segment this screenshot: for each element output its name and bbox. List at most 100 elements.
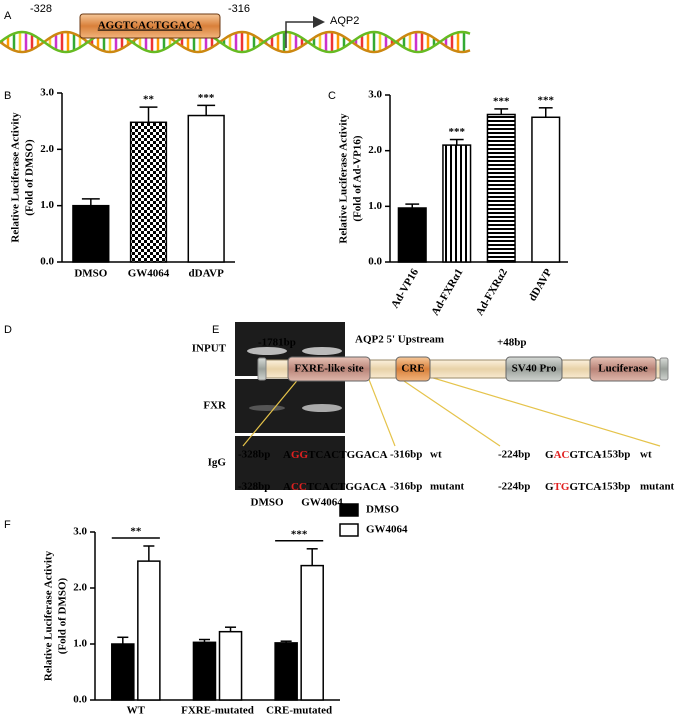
sequence-part: G xyxy=(545,481,554,493)
bar xyxy=(218,630,243,701)
panel-label: B xyxy=(4,90,11,102)
sequence-part: TCACTGGACA xyxy=(307,481,387,493)
y-tick-label: 3.0 xyxy=(40,87,54,99)
construct-cap xyxy=(257,357,267,381)
panel-label: C xyxy=(328,90,336,102)
sequence-start: -224bp xyxy=(498,449,530,461)
y-tick-label: 1.0 xyxy=(40,199,54,211)
y-axis-label: (Fold of Ad-VP16) xyxy=(352,135,364,222)
sequence-part: A xyxy=(283,481,291,493)
construct-element-label: SV40 Pro xyxy=(512,363,557,375)
y-tick-label: 0.0 xyxy=(368,256,382,268)
significance: ** xyxy=(130,526,142,538)
y-tick-label: 3.0 xyxy=(368,89,382,101)
connector xyxy=(429,376,661,447)
construct-element xyxy=(395,356,431,382)
y-tick-label: 2.0 xyxy=(73,582,87,594)
bar xyxy=(442,144,472,263)
panel-label: A xyxy=(4,10,12,22)
y-tick-label: 2.0 xyxy=(368,144,382,156)
y-tick-label: 0.0 xyxy=(40,256,54,268)
sequence-type: wt xyxy=(430,449,442,461)
gel-band xyxy=(247,347,287,355)
sequence-part: CC xyxy=(291,481,307,493)
gel-lane xyxy=(235,436,345,490)
sequence: AGGTCACTGGACA xyxy=(283,449,388,461)
sequence-part: GTCA xyxy=(569,481,601,493)
construct-start: -1781bp xyxy=(258,337,296,349)
sequence-start: -224bp xyxy=(498,481,530,493)
gel-lane-label: DMSO xyxy=(251,497,284,509)
panel-label: F xyxy=(4,519,11,531)
sequence: ACCTCACTGGACA xyxy=(283,481,386,493)
y-axis-label: Relative Luciferase Activity xyxy=(43,550,55,681)
x-tick-label: DMSO xyxy=(74,268,107,280)
bar xyxy=(129,121,168,263)
construct-element xyxy=(287,356,371,382)
significance: ** xyxy=(143,94,155,106)
y-axis-label: (Fold of DMSO) xyxy=(24,139,36,216)
significance: *** xyxy=(538,94,555,106)
sequence-end: -316bp xyxy=(390,481,422,493)
legend-label: DMSO xyxy=(366,504,399,516)
gel-band xyxy=(249,405,285,411)
y-tick-label: 1.0 xyxy=(368,200,382,212)
sequence-part: TG xyxy=(554,481,570,493)
gel-row-label: FXR xyxy=(203,400,227,412)
sequence-type: mutant xyxy=(430,481,465,493)
construct-cap xyxy=(659,357,669,381)
bar xyxy=(111,643,135,701)
legend-swatch xyxy=(339,503,359,517)
position-label: -328 xyxy=(30,3,52,15)
sequence-type: wt xyxy=(640,449,652,461)
bar xyxy=(72,204,110,263)
construct-element-label: CRE xyxy=(401,363,424,375)
connector xyxy=(367,376,396,447)
bar xyxy=(274,642,298,701)
construct-element-label: FXRE-like site xyxy=(294,363,363,375)
significance: *** xyxy=(449,126,466,138)
x-tick-label: Ad-VP16 xyxy=(389,266,421,310)
sequence-end: -153bp xyxy=(598,449,630,461)
bar xyxy=(300,564,324,701)
sequence: GACGTCA xyxy=(545,449,601,461)
y-tick-label: 2.0 xyxy=(40,143,54,155)
x-tick-label: WT xyxy=(127,705,146,717)
gel-band xyxy=(302,404,342,412)
sequence-end: -316bp xyxy=(390,449,422,461)
bar xyxy=(486,113,516,263)
x-tick-label: dDAVP xyxy=(527,267,555,304)
x-tick-label: CRE-mutated xyxy=(266,705,332,717)
sequence-part: G xyxy=(545,449,554,461)
x-tick-label: Ad-FXRα1 xyxy=(429,267,465,318)
bar xyxy=(397,207,427,263)
bar xyxy=(531,116,561,263)
y-tick-label: 0.0 xyxy=(73,694,87,706)
construct-element xyxy=(505,356,563,382)
construct-title: AQP2 5' Upstream xyxy=(355,334,444,346)
sequence-end: -153bp xyxy=(598,481,630,493)
x-tick-label: Ad-FXRα2 xyxy=(474,266,511,317)
x-tick-label: GW4064 xyxy=(128,268,170,280)
construct-element-label: Luciferase xyxy=(598,363,648,375)
sequence-box xyxy=(79,13,221,39)
bar xyxy=(187,114,225,263)
sequence-part: GTCA xyxy=(569,449,601,461)
helix-strand xyxy=(0,30,471,54)
y-tick-label: 3.0 xyxy=(73,526,87,538)
sequence: GTGGTCA xyxy=(545,481,601,493)
sequence-start: -328bp xyxy=(238,449,270,461)
significance: *** xyxy=(493,95,510,107)
construct-end: +48bp xyxy=(497,337,527,349)
connector xyxy=(242,376,301,447)
y-tick-label: 1.0 xyxy=(73,638,87,650)
sequence-part: A xyxy=(283,449,291,461)
panel-label: D xyxy=(4,324,12,336)
legend-label: GW4064 xyxy=(366,524,408,536)
helix-strand xyxy=(0,30,471,54)
y-axis-label: Relative Luciferase Activity xyxy=(10,112,22,243)
x-tick-label: FXRE-mutated xyxy=(181,705,254,717)
legend-swatch xyxy=(339,523,359,537)
y-axis-label: Relative Luciferase Activity xyxy=(338,113,350,244)
